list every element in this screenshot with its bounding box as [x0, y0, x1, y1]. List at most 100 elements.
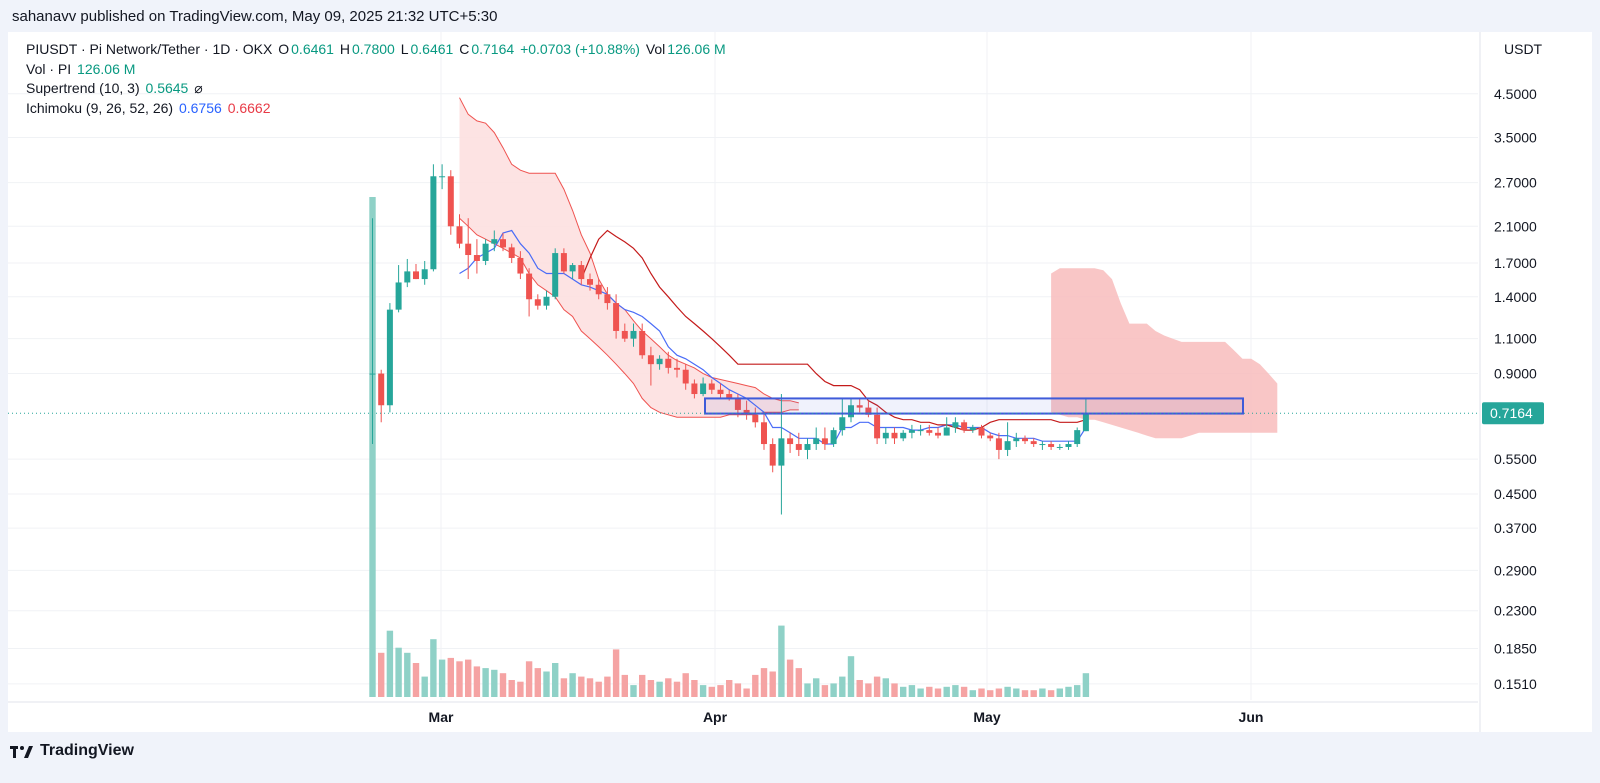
volume-bar [699, 685, 707, 697]
candle-body [413, 271, 419, 280]
candle-body [900, 432, 907, 439]
candle-body [821, 438, 828, 445]
volume-bar [821, 685, 829, 697]
volume-bar [673, 681, 681, 697]
candle-body [717, 389, 724, 395]
candle-body [1030, 441, 1037, 445]
candle-body [961, 422, 968, 431]
volume-bar [795, 668, 802, 697]
volume-bar [1013, 688, 1020, 697]
volume-bar [508, 680, 515, 697]
candle-body [569, 265, 576, 272]
legend-change-value: +0.0703 (+10.88%) [520, 41, 640, 57]
volume-bar [995, 688, 1003, 697]
volume-bar [569, 673, 576, 697]
volume-bar [578, 676, 585, 697]
candle-body [882, 432, 889, 439]
volume-bar [630, 685, 637, 697]
volume-bar [717, 685, 724, 697]
volume-bar [473, 666, 481, 697]
candle-body [665, 358, 672, 368]
candle-body [552, 253, 559, 297]
candle-body [691, 383, 698, 395]
candle-body [604, 294, 611, 304]
legend-open-value: 0.6461 [291, 41, 334, 57]
legend-low-value: 0.6461 [410, 41, 454, 57]
volume-bar [412, 663, 420, 697]
legend-close-label: C [459, 41, 470, 57]
candle-body [1056, 446, 1063, 448]
y-tick-label: 4.5000 [1494, 86, 1537, 102]
candle-body [639, 330, 646, 356]
volume-bar [586, 678, 594, 697]
candle-body [943, 427, 950, 436]
candle-body [700, 383, 707, 395]
volume-bar [560, 678, 568, 697]
legend-volume-line[interactable]: Vol · PI 126.06 M [26, 61, 137, 77]
volume-bar [1004, 686, 1011, 697]
highlight-zone-box[interactable] [704, 397, 1244, 415]
volume-bar [830, 683, 837, 697]
y-tick-label: 3.5000 [1494, 129, 1537, 145]
price-chart[interactable]: USDT 4.5000 3.5000 2.7000 2.1000 1.7000 1.4000… [8, 32, 1592, 732]
tradingview-logo-icon [10, 746, 33, 758]
candle-body [543, 296, 550, 306]
volume-bar [491, 669, 498, 697]
candle-body [1048, 444, 1055, 447]
candle-body [969, 427, 976, 431]
candle-body [839, 417, 846, 431]
candle-body [447, 176, 454, 227]
y-tick-label: 0.5500 [1494, 451, 1537, 467]
publisher-line: sahanavv published on TradingView.com, M… [12, 8, 498, 25]
last-price-badge[interactable] [1482, 402, 1544, 425]
volume-bar [987, 690, 994, 697]
candle-body [534, 299, 541, 306]
volume-bar [691, 680, 698, 697]
volume-bar [665, 678, 672, 697]
legend-close-value: 0.7164 [471, 41, 515, 57]
legend-symbol[interactable]: PIUSDT · Pi Network/Tether · 1D · OKX [26, 41, 273, 57]
volume-bar [595, 681, 602, 697]
candle-body [778, 438, 785, 466]
candle-body [856, 405, 863, 408]
candle-body [473, 255, 480, 261]
volume-bar [517, 681, 524, 697]
volume-bar [743, 688, 750, 697]
volume-bar [1047, 690, 1055, 697]
volume-bar [943, 686, 950, 697]
currency-label[interactable]: USDT [1504, 41, 1543, 57]
candle-body [935, 432, 941, 436]
candle-body [456, 226, 463, 244]
volume-bar [708, 686, 715, 697]
volume-bar [656, 681, 663, 697]
candle-body [795, 444, 802, 450]
candle-body [865, 407, 872, 415]
legend-ichimoku-line[interactable]: Ichimoku (9, 26, 52, 26) 0.6756 0.6662 [26, 100, 273, 116]
ichimoku-span-a [459, 97, 799, 404]
volume-bar [534, 668, 541, 697]
candle-body [404, 271, 411, 283]
legend-supertrend-value: 0.5645 [145, 80, 189, 96]
ichimoku-span-b [459, 217, 799, 418]
volume-bar [873, 676, 881, 697]
candle-body [621, 330, 628, 339]
volume-bar [482, 668, 489, 697]
candle-body [1082, 413, 1089, 432]
candle-body [804, 444, 811, 450]
legend-vol-value: 126.06 M [667, 41, 726, 57]
candle-body [630, 330, 637, 339]
candle-body [378, 373, 385, 406]
volume-bar [908, 685, 916, 697]
gridlines [8, 32, 1478, 700]
x-tick-label: Mar [429, 709, 454, 725]
y-tick-label: 0.4500 [1494, 486, 1537, 502]
candle-body [578, 265, 585, 280]
volume-bar [900, 686, 907, 697]
volume-bar [456, 661, 463, 697]
volume-bar [960, 686, 968, 697]
candle-body [848, 405, 854, 418]
legend-supertrend-line[interactable]: Supertrend (10, 3) 0.5645 ⌀ [26, 80, 205, 97]
candle-body [917, 430, 924, 432]
candle-body [1074, 430, 1081, 445]
